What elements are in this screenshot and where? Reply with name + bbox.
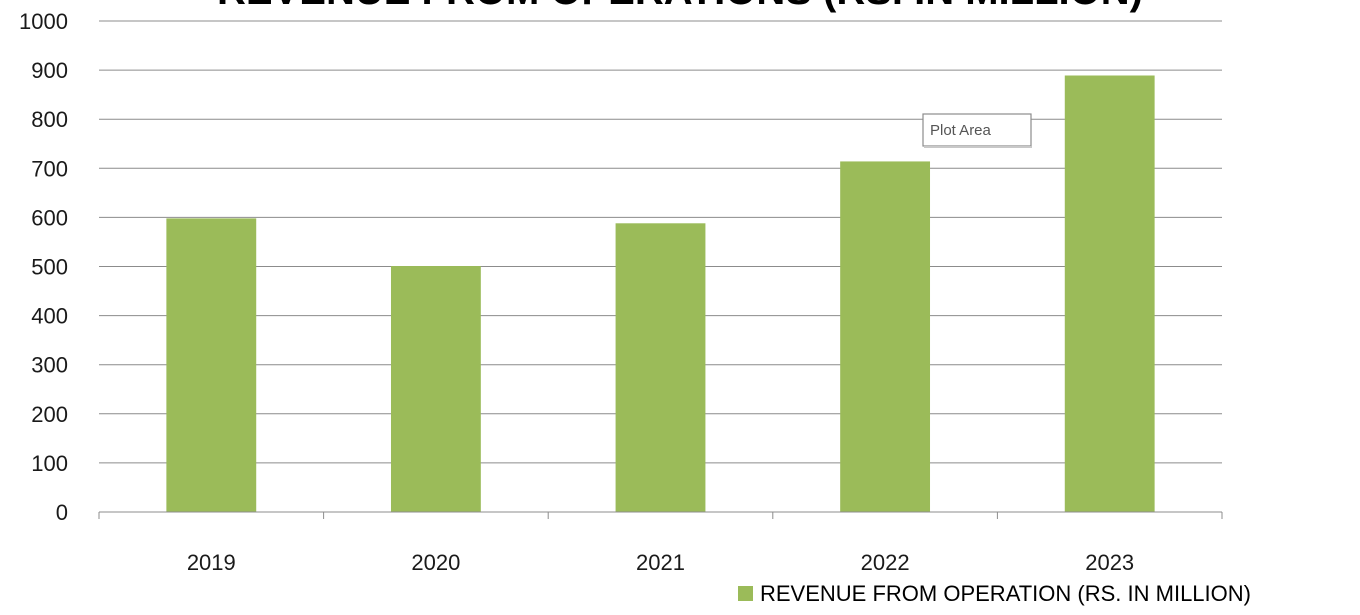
bar-2021 [615, 223, 706, 513]
bar-2020 [390, 266, 481, 512]
tooltip-box [922, 113, 1032, 147]
legend-swatch [738, 586, 753, 601]
y-axis-tick-labels: 0 100 200 300 400 500 600 700 800 900 1000 [19, 9, 68, 525]
y-tick-label: 0 [56, 500, 68, 525]
x-axis [98, 511, 1223, 519]
legend-label: REVENUE FROM OPERATION (RS. IN MILLION) [760, 581, 1251, 606]
y-tick-label: 400 [31, 304, 68, 329]
x-axis-category-labels: 2019 2020 2021 2022 2023 [187, 550, 1134, 575]
y-tick-label: 600 [31, 205, 68, 230]
y-tick-label: 300 [31, 353, 68, 378]
y-tick-label: 800 [31, 107, 68, 132]
bar-2023 [1064, 75, 1155, 512]
bar-2022 [840, 161, 931, 512]
plot-area-tooltip: Plot Area [922, 113, 1032, 148]
y-tick-label: 700 [31, 156, 68, 181]
tooltip-label: Plot Area [930, 122, 992, 139]
chart-title: REVENUE FROM OPERATIONS (RS. IN MILLION) [217, 0, 1143, 13]
y-tick-label: 900 [31, 58, 68, 83]
x-category-label: 2021 [636, 550, 685, 575]
bar-series [166, 75, 1155, 513]
y-tick-label: 200 [31, 402, 68, 427]
x-category-label: 2022 [861, 550, 910, 575]
x-category-label: 2020 [411, 550, 460, 575]
y-tick-label: 500 [31, 255, 68, 280]
bar-2019 [166, 218, 257, 512]
x-category-label: 2019 [187, 550, 236, 575]
legend: REVENUE FROM OPERATION (RS. IN MILLION) [738, 581, 1251, 606]
y-tick-label: 1000 [19, 9, 68, 34]
x-category-label: 2023 [1085, 550, 1134, 575]
y-tick-label: 100 [31, 451, 68, 476]
